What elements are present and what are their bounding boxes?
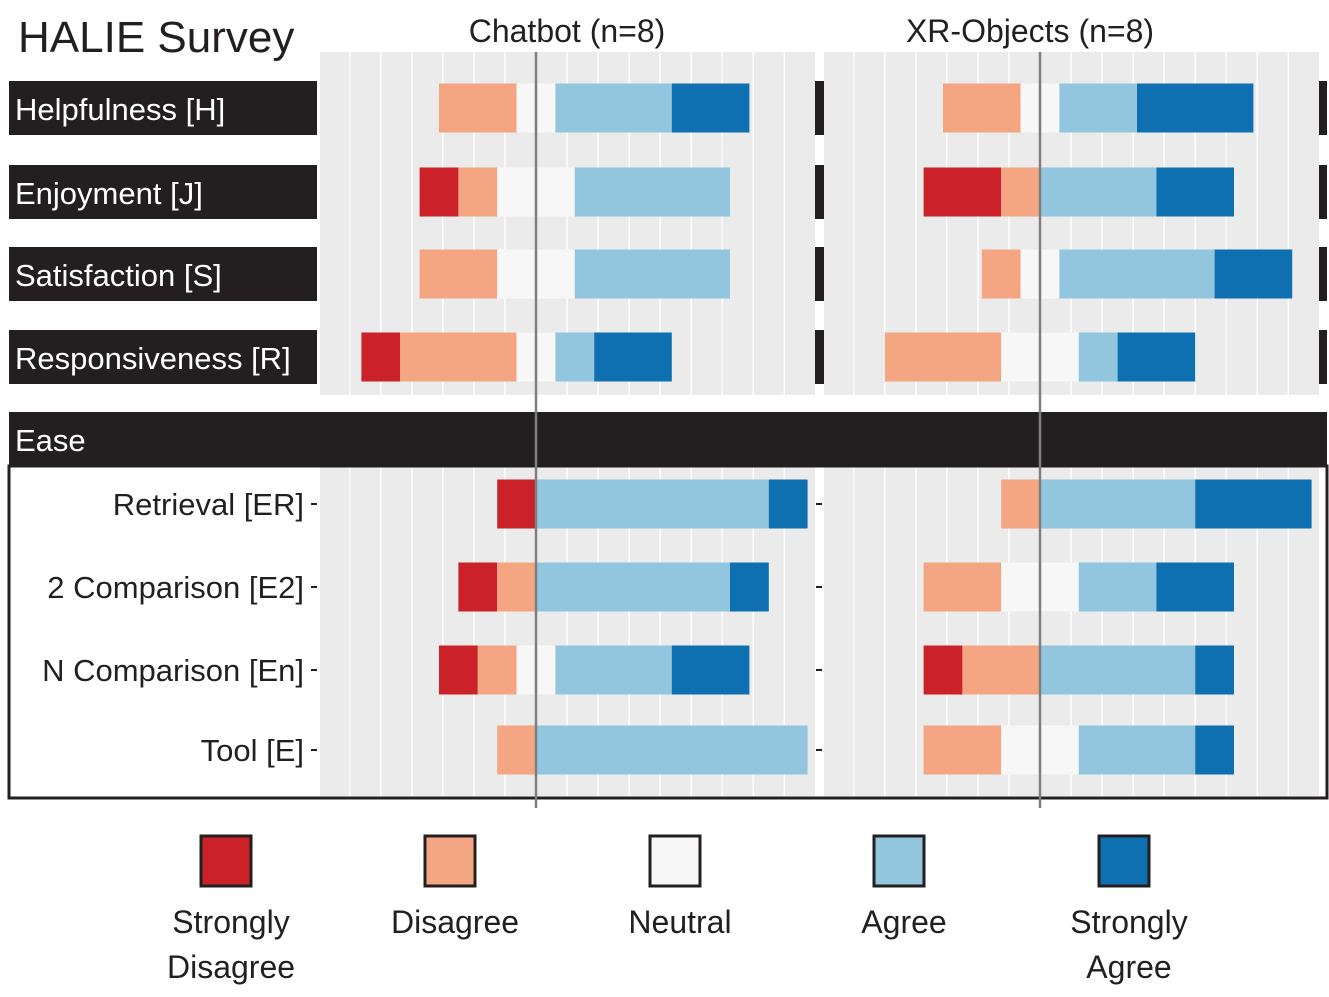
bar-segment — [1040, 479, 1196, 529]
bar-segment — [1117, 332, 1196, 382]
bar-segment — [439, 645, 478, 695]
bar-segment — [497, 725, 536, 775]
panel-title: Chatbot (n=8) — [469, 13, 666, 49]
legend-label: Strongly — [172, 904, 289, 940]
row-label: Tool [E] — [201, 733, 304, 768]
panel-tab — [815, 81, 824, 135]
panel-tab — [815, 247, 824, 301]
bar-segment — [1214, 249, 1293, 299]
bar-segment — [1195, 725, 1234, 775]
panel-tab — [1319, 247, 1327, 301]
bar-segment — [594, 332, 672, 382]
bar-segment — [981, 249, 1021, 299]
bar-segment — [555, 83, 672, 133]
bar-segment — [1040, 167, 1157, 217]
legend-swatch — [423, 834, 477, 888]
bar-segment — [923, 645, 963, 695]
row-label: Responsiveness [R] — [15, 341, 291, 376]
panel-title: XR-Objects (n=8) — [906, 13, 1154, 49]
panel-tab — [1319, 81, 1327, 135]
bar-segment — [1195, 645, 1234, 695]
row-label: Satisfaction [S] — [15, 258, 222, 293]
bar-segment — [923, 167, 1002, 217]
row-label: Enjoyment [J] — [15, 176, 203, 211]
bar-segment — [1137, 83, 1254, 133]
panel-tab — [815, 165, 824, 219]
legend-swatch — [648, 834, 702, 888]
legend-swatch — [872, 834, 926, 888]
row-label-background — [9, 330, 317, 384]
bar-segment — [458, 562, 498, 612]
bar-segment — [671, 645, 750, 695]
bar-segment — [1195, 479, 1312, 529]
bar-segment — [884, 332, 1002, 382]
group-header: Ease — [15, 423, 86, 458]
panel-tab — [1319, 330, 1327, 384]
row-label: N Comparison [En] — [42, 653, 304, 688]
panel-tab — [1319, 165, 1327, 219]
bar-segment — [943, 83, 1021, 133]
row-label: 2 Comparison [E2] — [47, 570, 304, 605]
row-label: Retrieval [ER] — [113, 487, 304, 522]
bar-segment — [1001, 479, 1040, 529]
group-header-background — [9, 412, 1327, 466]
bar-segment — [1156, 167, 1234, 217]
bar-segment — [1040, 645, 1196, 695]
bar-segment — [962, 645, 1040, 695]
chart-title: HALIE Survey — [18, 13, 294, 62]
row-label-background — [9, 81, 317, 135]
bar-segment — [768, 479, 808, 529]
bar-segment — [497, 562, 536, 612]
bar-segment — [439, 83, 517, 133]
bar-segment — [1001, 167, 1040, 217]
legend-label: Strongly — [1070, 904, 1187, 940]
bar-segment — [730, 562, 769, 612]
bar-segment — [555, 645, 672, 695]
legend-label: Disagree — [167, 949, 295, 985]
group-box — [7, 464, 1329, 800]
bar-segment — [555, 332, 595, 382]
bar-segment — [1059, 249, 1215, 299]
bar-segment — [497, 479, 536, 529]
bar-segment — [536, 562, 730, 612]
bar-segment — [923, 725, 1002, 775]
bar-segment — [1078, 725, 1196, 775]
bar-segment — [536, 479, 769, 529]
bar-segment — [1059, 83, 1137, 133]
bar-segment — [1078, 562, 1157, 612]
bar-segment — [1078, 332, 1118, 382]
legend-label: Agree — [861, 904, 946, 940]
row-label: Helpfulness [H] — [15, 92, 225, 127]
bar-segment — [536, 725, 808, 775]
bar-segment — [419, 167, 459, 217]
bar-segment — [671, 83, 750, 133]
bar-segment — [1156, 562, 1234, 612]
legend-swatch — [199, 834, 253, 888]
bar-segment — [923, 562, 1002, 612]
legend-label: Agree — [1086, 949, 1171, 985]
bar-segment — [477, 645, 517, 695]
bar-segment — [574, 249, 730, 299]
bar-segment — [419, 249, 498, 299]
bar-segment — [574, 167, 730, 217]
legend-label: Disagree — [391, 904, 519, 940]
legend-swatch — [1097, 834, 1151, 888]
row-label-background — [9, 165, 317, 219]
panel-tab — [815, 330, 824, 384]
bar-segment — [361, 332, 401, 382]
bar-segment — [400, 332, 517, 382]
row-label-background — [9, 247, 317, 301]
legend-label: Neutral — [628, 904, 731, 940]
bar-segment — [458, 167, 498, 217]
